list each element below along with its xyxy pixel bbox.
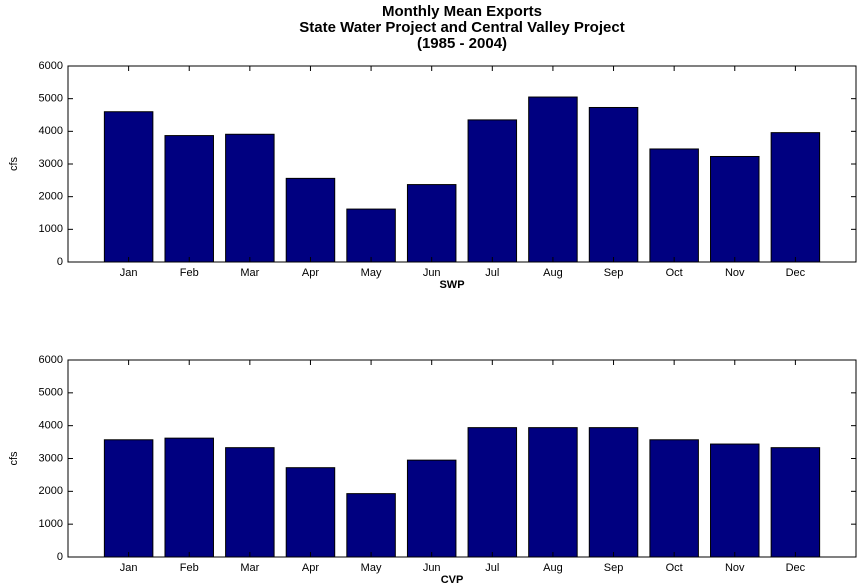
y-tick-label: 1000 xyxy=(39,223,63,235)
x-tick-label: Jan xyxy=(120,267,138,279)
bar xyxy=(346,208,396,263)
y-tick-label: 5000 xyxy=(39,93,63,105)
x-tick-label: Feb xyxy=(180,267,199,279)
x-tick-label: Aug xyxy=(543,562,563,574)
y-tick-label: 6000 xyxy=(39,354,63,366)
bar xyxy=(528,427,578,558)
bar xyxy=(528,96,578,263)
x-tick-label: Nov xyxy=(725,267,745,279)
x-tick-label: Apr xyxy=(302,267,319,279)
axes-box xyxy=(67,65,857,263)
x-tick-label: Mar xyxy=(240,267,259,279)
bar xyxy=(710,155,760,263)
bar xyxy=(285,467,336,558)
bar xyxy=(406,459,457,558)
x-tick-label: May xyxy=(361,267,382,279)
x-tick-label: Jul xyxy=(485,267,499,279)
x-tick-label: Jul xyxy=(485,562,499,574)
y-tick-label: 3000 xyxy=(39,158,63,170)
x-tick-label: Dec xyxy=(786,562,806,574)
x-tick-label: Aug xyxy=(543,267,563,279)
bar xyxy=(649,439,699,558)
x-tick-label: May xyxy=(361,562,382,574)
x-tick-label: Jun xyxy=(423,267,441,279)
x-axis-label: SWP xyxy=(439,279,464,291)
bar xyxy=(770,132,821,263)
bar xyxy=(406,184,457,263)
bar xyxy=(467,119,518,263)
y-tick-label: 4000 xyxy=(39,420,63,432)
chart-title: State Water Project and Central Valley P… xyxy=(299,19,624,36)
bar xyxy=(164,437,214,558)
bar xyxy=(346,493,396,558)
x-tick-label: Jun xyxy=(423,562,441,574)
bar xyxy=(225,447,275,558)
bar xyxy=(649,148,699,263)
y-axis-label: cfs xyxy=(8,156,20,171)
x-tick-label: Sep xyxy=(604,562,624,574)
x-tick-label: Oct xyxy=(666,267,683,279)
y-tick-label: 2000 xyxy=(39,485,63,497)
bar xyxy=(103,111,154,263)
y-tick-label: 2000 xyxy=(39,191,63,203)
y-axis-label: cfs xyxy=(8,451,20,466)
bar xyxy=(164,135,214,263)
x-axis-label: CVP xyxy=(441,574,464,586)
bar xyxy=(285,177,336,263)
y-tick-label: 6000 xyxy=(39,60,63,72)
x-tick-label: Mar xyxy=(240,562,259,574)
y-tick-label: 1000 xyxy=(39,518,63,530)
x-tick-label: Oct xyxy=(666,562,683,574)
chart-title: Monthly Mean Exports xyxy=(382,3,542,20)
bar xyxy=(103,439,154,558)
x-tick-label: Nov xyxy=(725,562,745,574)
bar xyxy=(225,133,275,263)
y-tick-label: 5000 xyxy=(39,387,63,399)
bar xyxy=(467,427,518,558)
x-tick-label: Sep xyxy=(604,267,624,279)
bar xyxy=(770,447,821,558)
bar xyxy=(588,427,639,558)
chart-title: (1985 - 2004) xyxy=(417,35,507,52)
y-tick-label: 4000 xyxy=(39,125,63,137)
x-tick-label: Jan xyxy=(120,562,138,574)
y-tick-label: 0 xyxy=(57,256,63,268)
bar xyxy=(710,443,760,558)
x-tick-label: Feb xyxy=(180,562,199,574)
bar xyxy=(588,106,639,263)
x-tick-label: Dec xyxy=(786,267,806,279)
y-tick-label: 3000 xyxy=(39,452,63,464)
axes-box xyxy=(67,359,857,558)
y-tick-label: 0 xyxy=(57,551,63,563)
x-tick-label: Apr xyxy=(302,562,319,574)
